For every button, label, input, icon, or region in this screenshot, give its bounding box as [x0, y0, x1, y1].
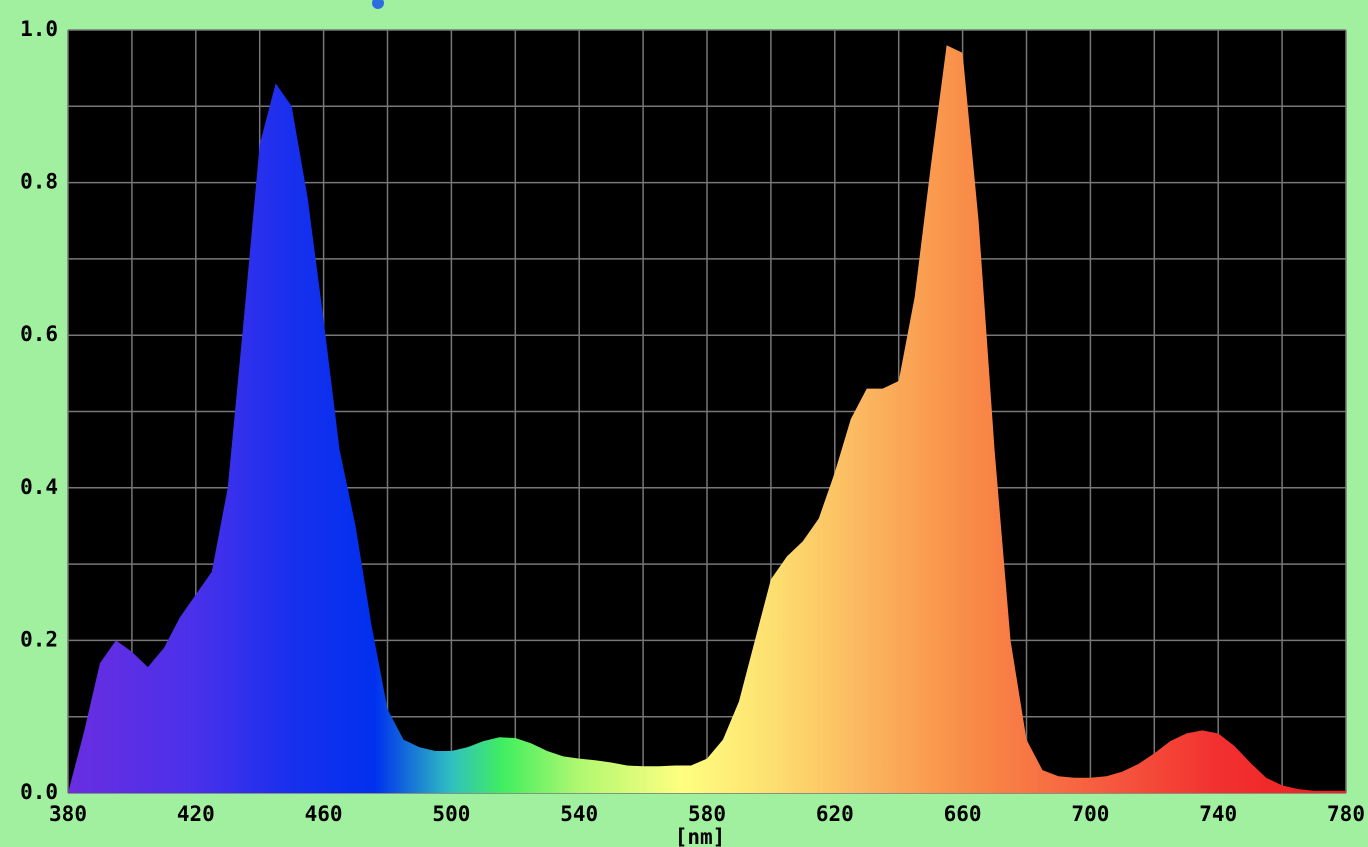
x-tick-label: 500 — [432, 802, 470, 826]
x-tick-label: 660 — [944, 802, 982, 826]
x-axis-label: [nm] — [675, 825, 726, 847]
x-tick-label: 700 — [1071, 802, 1109, 826]
x-tick-label: 460 — [305, 802, 343, 826]
y-tick-label: 0.6 — [20, 322, 58, 346]
x-tick-label: 540 — [560, 802, 598, 826]
y-tick-label: 0.2 — [20, 627, 58, 651]
x-tick-label: 620 — [816, 802, 854, 826]
x-tick-label: 380 — [49, 802, 87, 826]
x-tick-label: 580 — [688, 802, 726, 826]
y-tick-label: 0.0 — [20, 780, 58, 804]
x-tick-label: 420 — [177, 802, 215, 826]
y-tick-label: 0.4 — [20, 475, 58, 499]
y-tick-label: 1.0 — [20, 17, 58, 41]
spectrum-area — [68, 45, 1346, 793]
icon — [372, 0, 384, 9]
x-tick-label: 740 — [1199, 802, 1237, 826]
y-tick-label: 0.8 — [20, 170, 58, 194]
x-tick-label: 780 — [1327, 802, 1365, 826]
